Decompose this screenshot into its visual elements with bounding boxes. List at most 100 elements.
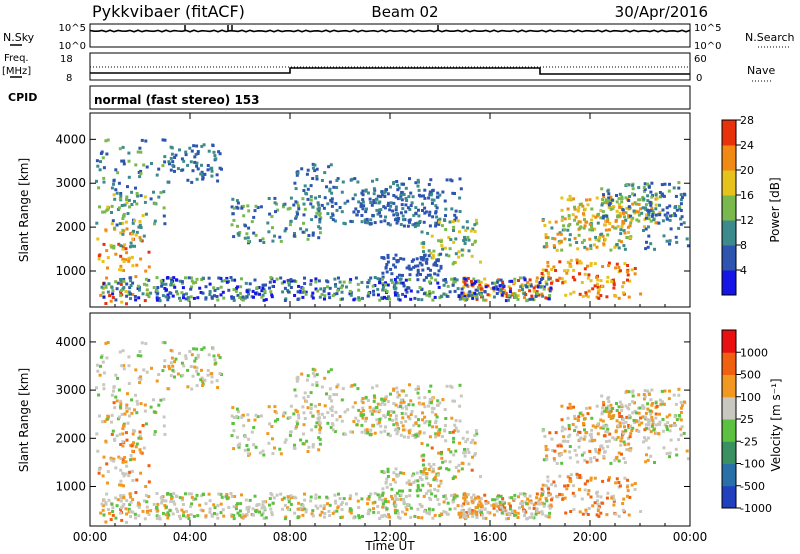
velocity-cell bbox=[208, 510, 212, 514]
velocity-cell bbox=[618, 415, 622, 418]
velocity-cell bbox=[588, 433, 592, 437]
velocity-cell bbox=[152, 502, 156, 506]
velocity-cell bbox=[404, 512, 407, 516]
velocity-cell bbox=[532, 507, 536, 510]
velocity-cell bbox=[591, 504, 595, 508]
velocity-cell bbox=[153, 410, 157, 414]
power-cell bbox=[541, 294, 545, 298]
velocity-cell bbox=[361, 409, 365, 413]
velocity-cell bbox=[106, 470, 110, 474]
power-cell bbox=[386, 222, 390, 226]
power-cell bbox=[569, 258, 573, 262]
velocity-cell bbox=[219, 511, 223, 515]
velocity-cell bbox=[450, 385, 454, 389]
power-cell bbox=[314, 215, 318, 219]
velocity-cell bbox=[682, 400, 686, 404]
freq-tick-top: 18 bbox=[60, 54, 73, 65]
power-cell bbox=[404, 210, 408, 214]
velocity-cell bbox=[680, 425, 684, 429]
velocity-cell bbox=[644, 426, 648, 430]
power-cell bbox=[401, 214, 405, 218]
power-cell bbox=[430, 201, 434, 205]
velocity-cell bbox=[423, 467, 426, 471]
velocity-cell bbox=[416, 479, 420, 483]
velocity-cell bbox=[179, 517, 182, 521]
power-cell bbox=[566, 260, 570, 264]
power-cell bbox=[405, 199, 409, 202]
velocity-cell bbox=[322, 415, 326, 419]
power-cell bbox=[137, 296, 141, 300]
velocity-cell bbox=[167, 513, 171, 517]
velocity-cell bbox=[589, 457, 593, 461]
power-cell bbox=[543, 224, 547, 227]
power-cell bbox=[650, 195, 654, 199]
power-cell bbox=[548, 289, 552, 293]
velocity-cell bbox=[184, 354, 188, 358]
power-cell bbox=[628, 224, 632, 228]
velocity-cell bbox=[568, 445, 572, 448]
velocity-cell bbox=[556, 495, 560, 499]
power-cell bbox=[587, 289, 591, 293]
power-cell bbox=[626, 278, 629, 282]
velocity-cell bbox=[97, 393, 101, 397]
power-cell bbox=[484, 285, 488, 289]
power-cell bbox=[652, 218, 656, 222]
power-cell bbox=[386, 192, 390, 196]
power-cell bbox=[620, 197, 624, 200]
power-cell bbox=[340, 297, 344, 301]
power-cell bbox=[644, 227, 648, 231]
velocity-cell bbox=[389, 392, 392, 396]
power-cell bbox=[616, 224, 620, 228]
velocity-cell bbox=[617, 514, 621, 518]
power-cell bbox=[528, 278, 532, 282]
power-cell bbox=[123, 243, 127, 247]
power-cell bbox=[122, 277, 126, 281]
power-cell bbox=[124, 258, 127, 262]
power-cell bbox=[647, 210, 651, 214]
velocity-cell bbox=[110, 393, 114, 397]
velocity-cell bbox=[213, 358, 217, 362]
colorbar-swatch bbox=[722, 374, 736, 398]
power-cell bbox=[582, 226, 586, 230]
power-cell bbox=[182, 159, 186, 163]
velocity-cell bbox=[405, 508, 409, 512]
velocity-cell bbox=[392, 402, 396, 405]
power-cell bbox=[643, 188, 647, 191]
velocity-cell bbox=[268, 497, 272, 501]
velocity-cell bbox=[615, 477, 619, 481]
power-cell bbox=[212, 286, 216, 290]
velocity-cell bbox=[106, 341, 110, 344]
power-cell bbox=[633, 193, 636, 197]
power-cell bbox=[385, 270, 389, 274]
power-cell bbox=[581, 294, 585, 298]
velocity-cell bbox=[596, 506, 600, 510]
power-cell bbox=[372, 199, 376, 202]
power-cell bbox=[417, 180, 420, 184]
power-cell bbox=[483, 277, 487, 281]
power-cell bbox=[373, 276, 377, 279]
power-cell bbox=[575, 258, 579, 262]
velocity-cell bbox=[541, 490, 545, 493]
power-cell bbox=[509, 287, 512, 291]
power-cell bbox=[415, 223, 419, 227]
power-cell bbox=[672, 186, 676, 190]
power-cell bbox=[302, 290, 306, 294]
velocity-cell bbox=[456, 504, 460, 508]
velocity-cell bbox=[241, 413, 245, 417]
power-cell bbox=[262, 298, 266, 302]
power-cell bbox=[323, 297, 326, 301]
velocity-cell bbox=[605, 496, 609, 500]
power-cell bbox=[119, 293, 123, 297]
velocity-cell bbox=[247, 418, 251, 422]
power-cell bbox=[525, 285, 529, 289]
velocity-cell bbox=[463, 497, 467, 501]
power-cell bbox=[292, 203, 296, 207]
velocity-cell bbox=[116, 417, 120, 421]
power-cell bbox=[325, 279, 329, 283]
velocity-cell bbox=[186, 368, 190, 372]
velocity-cell bbox=[486, 501, 490, 505]
velocity-cell bbox=[121, 432, 125, 436]
power-cell bbox=[599, 233, 603, 237]
velocity-cell bbox=[117, 455, 121, 459]
velocity-cell bbox=[587, 489, 591, 493]
